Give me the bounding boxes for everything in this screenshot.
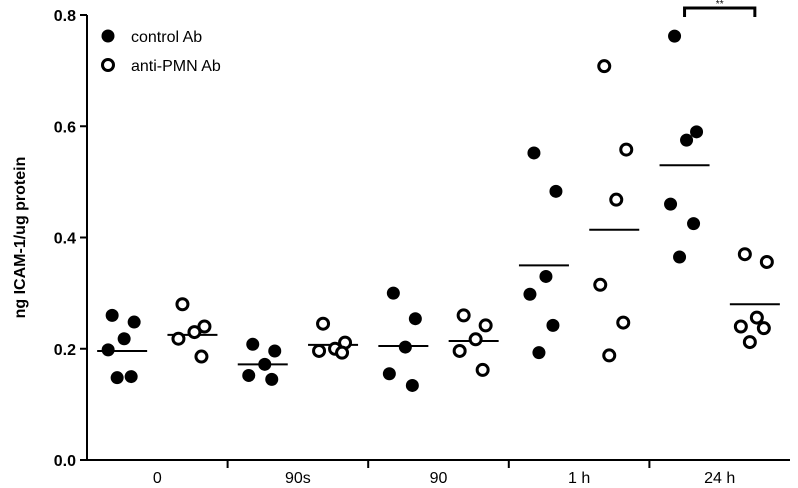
data-point-anti-pmn	[602, 348, 617, 363]
data-point-control	[546, 318, 560, 332]
data-point-control	[539, 269, 553, 283]
x-tick-label: 90s	[285, 470, 311, 487]
legend-open-circle-icon	[101, 58, 115, 72]
data-point-anti-pmn	[597, 59, 612, 74]
data-point-anti-pmn	[335, 345, 350, 360]
data-point-control	[405, 378, 419, 392]
data-point-anti-pmn	[452, 343, 467, 358]
data-point-control	[690, 125, 704, 139]
data-point-control	[127, 315, 141, 329]
data-point-anti-pmn	[609, 192, 624, 207]
x-tick-label: 0	[153, 470, 162, 487]
y-tick-label: 0.0	[54, 453, 76, 470]
data-point-control	[398, 340, 412, 354]
data-point-control	[687, 217, 701, 231]
x-tick-label: 1 h	[568, 470, 590, 487]
annotations: **	[683, 0, 757, 17]
y-tick-label: 0.6	[54, 119, 76, 136]
y-axis-title: ng ICAM-1/ug protein	[12, 157, 29, 319]
legend-filled-circle-icon	[101, 29, 115, 43]
data-point-anti-pmn	[312, 343, 327, 358]
data-point-control	[117, 332, 131, 346]
data-points	[101, 29, 774, 392]
data-point-control	[523, 287, 537, 301]
data-point-anti-pmn	[468, 332, 483, 347]
data-point-anti-pmn	[756, 321, 771, 336]
data-point-control	[242, 368, 256, 382]
data-point-control	[246, 337, 260, 351]
data-point-anti-pmn	[478, 318, 493, 333]
data-point-control	[673, 250, 687, 264]
legend-label-control: control Ab	[131, 29, 202, 46]
legend-label-anti-pmn: anti-PMN Ab	[131, 58, 221, 75]
data-point-control	[382, 367, 396, 381]
data-point-anti-pmn	[593, 277, 608, 292]
data-point-control	[101, 343, 115, 357]
data-point-control	[268, 344, 282, 358]
data-point-control	[110, 371, 124, 385]
data-point-control	[668, 29, 682, 43]
data-point-control	[680, 133, 694, 147]
data-point-anti-pmn	[456, 308, 471, 323]
data-point-anti-pmn	[194, 349, 209, 364]
x-tick-label: 90	[430, 470, 448, 487]
data-point-anti-pmn	[749, 310, 764, 325]
data-point-control	[258, 357, 272, 371]
data-point-control	[527, 146, 541, 160]
y-tick-label: 0.8	[54, 8, 76, 25]
data-point-anti-pmn	[475, 362, 490, 377]
y-tick-label: 0.4	[54, 231, 76, 248]
x-axis: 0 90s 90 1 h 24 h	[87, 459, 790, 487]
data-point-anti-pmn	[616, 315, 631, 330]
data-point-control	[408, 312, 422, 326]
data-point-anti-pmn	[197, 319, 212, 334]
data-point-control	[265, 372, 279, 386]
data-point-anti-pmn	[619, 142, 634, 157]
legend-item-anti-pmn: anti-PMN Ab	[101, 58, 221, 75]
data-point-anti-pmn	[733, 319, 748, 334]
legend: control Ab anti-PMN Ab	[101, 29, 221, 75]
data-point-anti-pmn	[187, 325, 202, 340]
data-point-control	[549, 184, 563, 198]
data-point-anti-pmn	[759, 254, 774, 269]
data-point-control	[532, 346, 546, 360]
data-point-anti-pmn	[171, 331, 186, 346]
data-point-anti-pmn	[742, 335, 757, 350]
data-point-control	[124, 370, 138, 384]
x-tick-label: 24 h	[704, 470, 735, 487]
y-axis: 0.0 0.2 0.4 0.6 0.8	[54, 8, 88, 470]
data-point-control	[105, 308, 119, 322]
data-point-anti-pmn	[175, 297, 190, 312]
data-point-anti-pmn	[316, 316, 331, 331]
data-point-control	[386, 286, 400, 300]
significance-bracket	[683, 6, 757, 17]
legend-item-control: control Ab	[101, 29, 202, 46]
significance-label: **	[716, 0, 724, 10]
data-point-anti-pmn	[737, 247, 752, 262]
data-point-control	[664, 197, 678, 211]
y-tick-label: 0.2	[54, 342, 76, 359]
